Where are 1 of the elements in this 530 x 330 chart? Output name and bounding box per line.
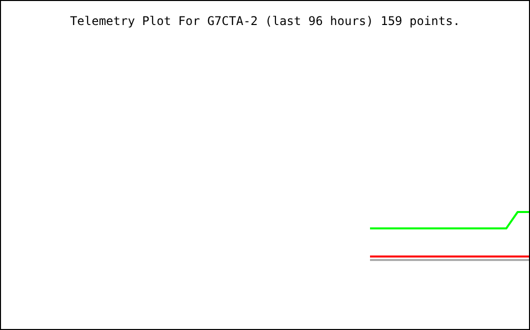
text: Telemetry Plot For G7CTA-2 (last 96 hours) 159 points. [70,14,460,28]
